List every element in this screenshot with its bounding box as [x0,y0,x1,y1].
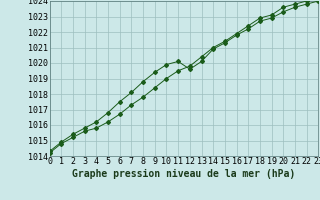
X-axis label: Graphe pression niveau de la mer (hPa): Graphe pression niveau de la mer (hPa) [72,169,296,179]
